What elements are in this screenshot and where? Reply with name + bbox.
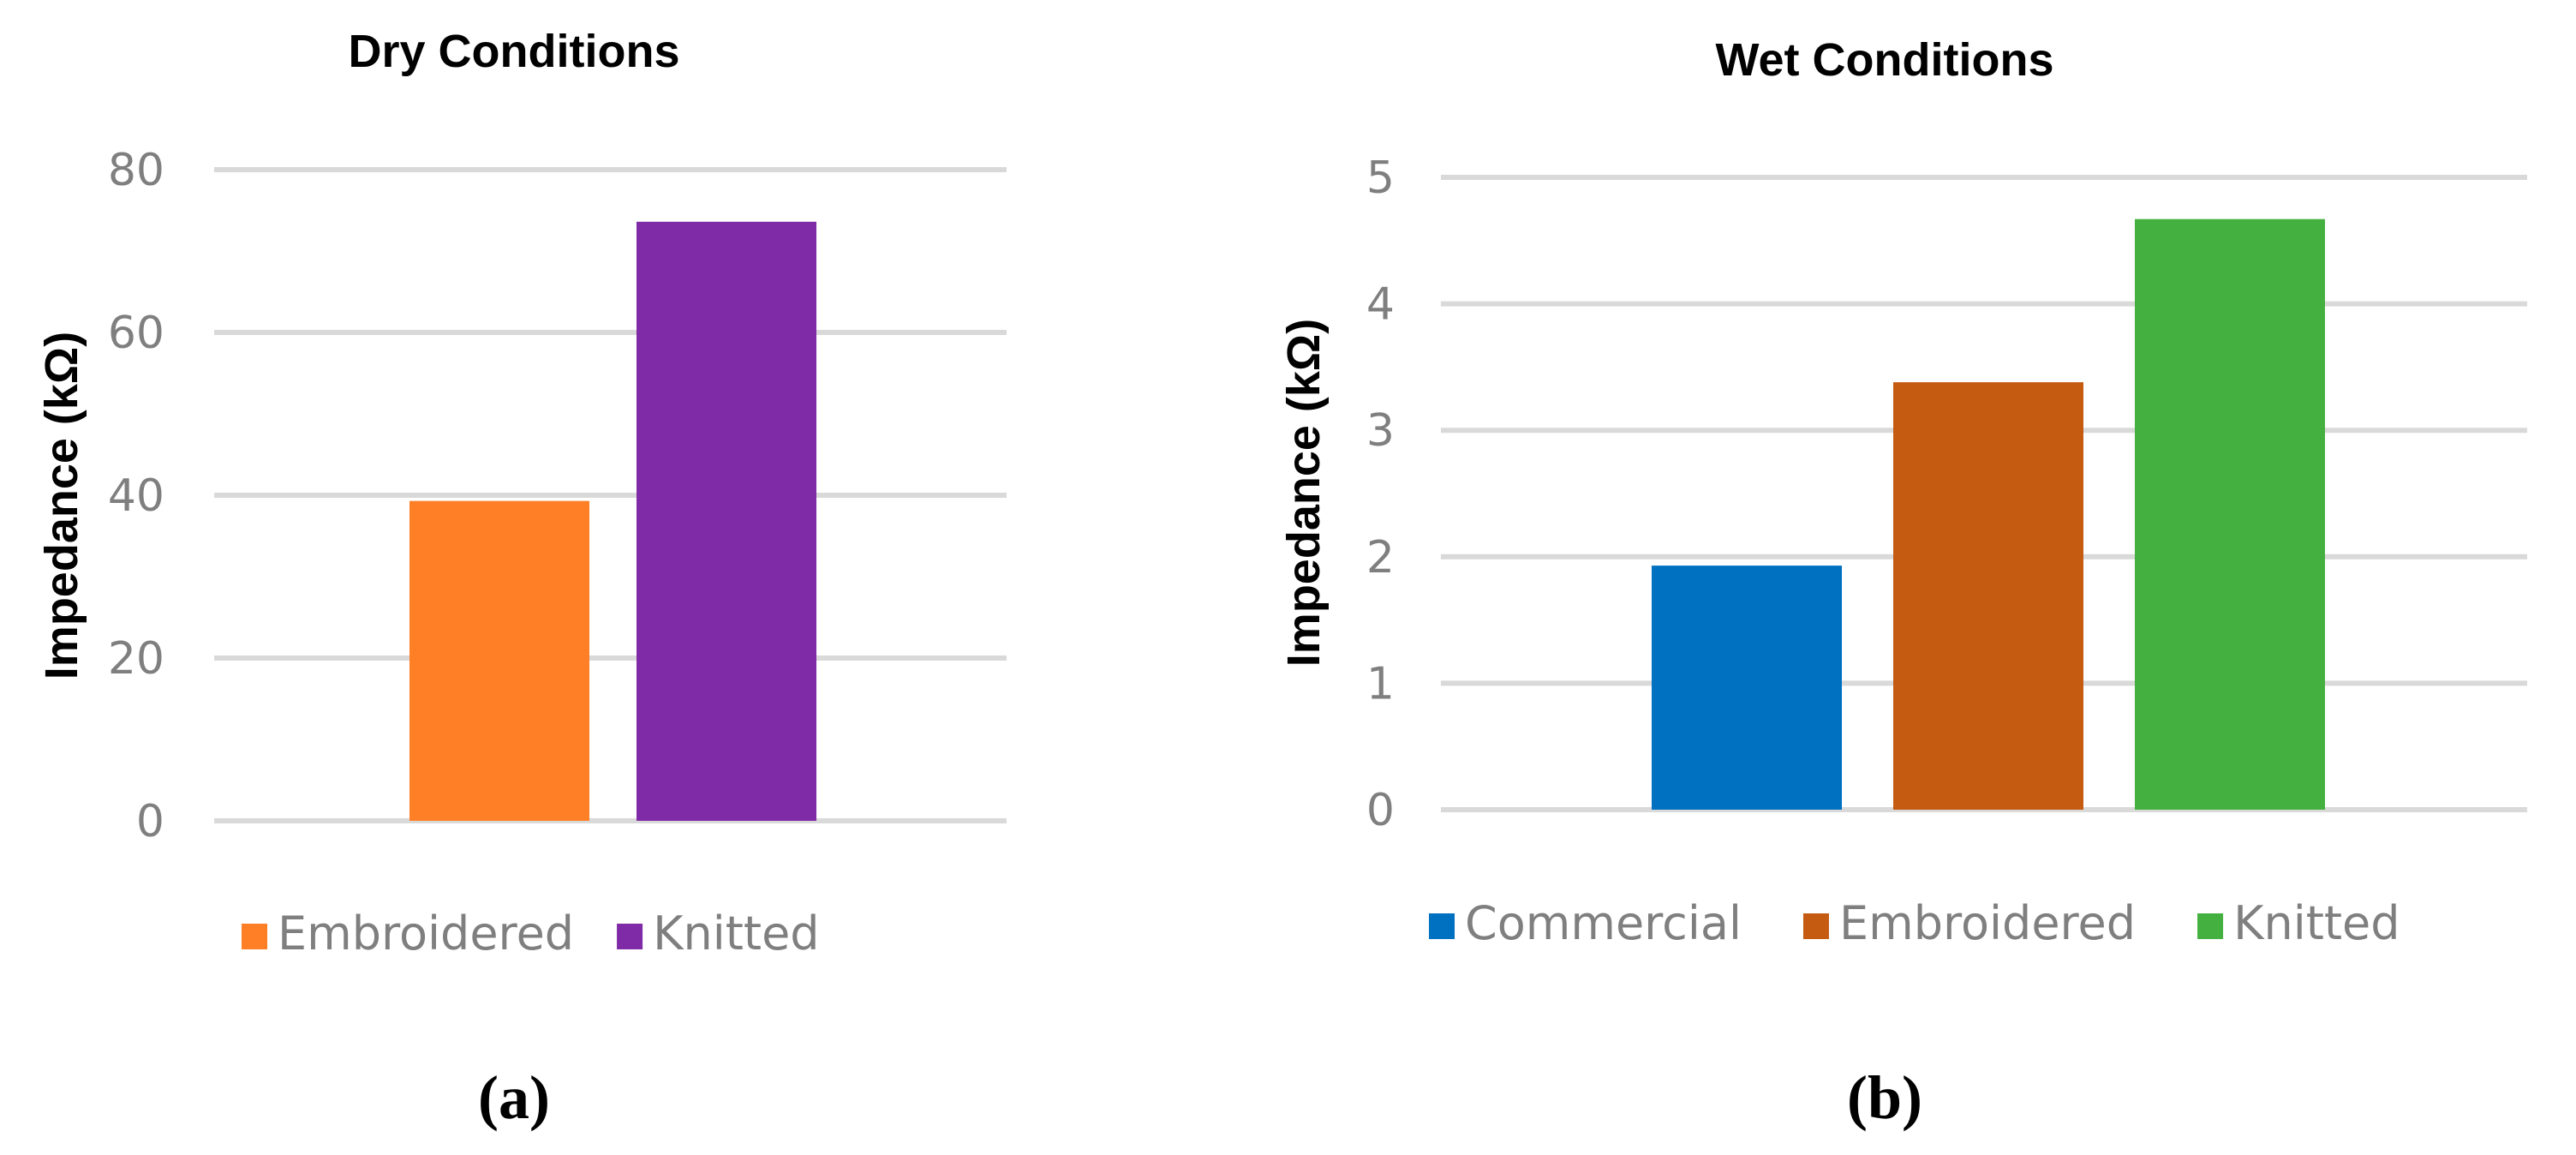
legend-item-knitted: Knitted xyxy=(617,907,820,961)
legend-label: Embroidered xyxy=(1839,896,2136,950)
y-tick-label: 2 xyxy=(1366,532,1395,583)
y-tick-label: 0 xyxy=(1366,785,1395,836)
y-axis-label: Impedance (kΩ) xyxy=(1278,319,1330,667)
legend-swatch xyxy=(1802,913,1829,939)
bar-embroidered xyxy=(409,500,589,821)
y-tick-labels: 0 1 2 3 4 5 xyxy=(1366,153,1395,836)
chart-title: Dry Conditions xyxy=(349,26,680,77)
y-tick-label: 60 xyxy=(108,308,164,359)
legend-swatch xyxy=(242,924,267,949)
bar-knitted xyxy=(2135,218,2325,810)
bar-commercial xyxy=(1652,566,1842,810)
y-tick-label: 5 xyxy=(1366,153,1395,204)
legend-label: Knitted xyxy=(2233,896,2400,950)
legend-label: Commercial xyxy=(1465,896,1742,950)
y-tick-label: 80 xyxy=(108,145,164,196)
y-tick-label: 0 xyxy=(136,796,164,847)
y-tick-label: 4 xyxy=(1366,279,1395,331)
legend-item-knitted: Knitted xyxy=(2197,896,2400,950)
y-tick-label: 40 xyxy=(108,470,164,522)
legend: Embroidered Knitted xyxy=(242,907,820,961)
legend: Commercial Embroidered Knitted xyxy=(1429,896,2400,950)
chart-dry-conditions: Dry Conditions Impedance (kΩ) 020406080 … xyxy=(36,26,1007,1132)
chart-wet-conditions: Wet Conditions Impedance (kΩ) 0 1 2 3 4 5 Com… xyxy=(1278,34,2527,1132)
panel-label: (b) xyxy=(1847,1063,1922,1132)
legend-item-embroidered: Embroidered xyxy=(1802,896,2136,950)
panel-label: (a) xyxy=(478,1063,550,1132)
bars xyxy=(1652,218,2325,810)
legend-label: Knitted xyxy=(653,907,819,961)
legend-swatch xyxy=(617,924,643,949)
y-tick-labels: 0 20 40 60 80 xyxy=(108,145,164,847)
legend-swatch xyxy=(2197,913,2224,939)
chart-title: Wet Conditions xyxy=(1716,34,2054,86)
y-tick-label: 20 xyxy=(108,633,164,685)
legend-swatch xyxy=(1429,913,1455,939)
legend-item-commercial: Commercial xyxy=(1429,896,1742,950)
bar-knitted xyxy=(637,221,816,821)
legend-label: Embroidered xyxy=(278,907,574,961)
y-axis-label: Impedance (kΩ) xyxy=(36,332,87,679)
y-tick-label: 3 xyxy=(1366,405,1395,457)
y-tick-label: 1 xyxy=(1366,658,1395,709)
bar-embroidered xyxy=(1893,382,2083,810)
bars xyxy=(409,221,816,821)
legend-item-embroidered: Embroidered xyxy=(242,907,574,961)
gridlines xyxy=(214,167,1007,823)
